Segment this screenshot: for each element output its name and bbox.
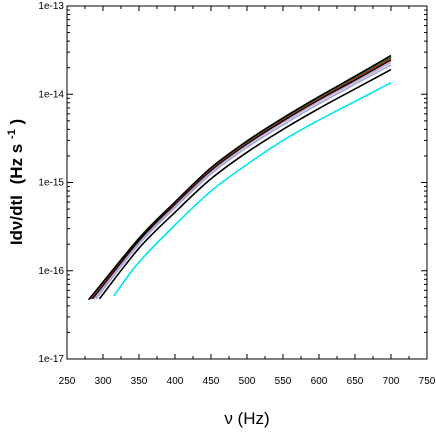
- x-axis-ticks: 250 300 350 400 450 500 550 600 650 700 750: [59, 6, 436, 387]
- x-tick-label: 650: [347, 376, 364, 387]
- y-tick-label: 1e-15: [38, 178, 64, 189]
- x-tick-label: 400: [167, 376, 184, 387]
- y-tick-label: 1e-13: [38, 1, 64, 12]
- series-line-3: [95, 64, 392, 300]
- y-tick-label: 1e-14: [38, 89, 64, 100]
- y-axis-title-superscript: -1: [6, 129, 18, 139]
- x-tick-label: 500: [239, 376, 256, 387]
- x-tick-label: 600: [311, 376, 328, 387]
- x-tick-label: 750: [419, 376, 436, 387]
- series-line-2: [98, 68, 392, 300]
- y-axis-title-close: ): [7, 119, 26, 125]
- y-axis-title-unit: (Hz s: [7, 144, 26, 185]
- y-tick-label: 1e-16: [38, 266, 64, 277]
- y-axis-title: Idν/dtI (Hz s -1 ): [0, 119, 26, 245]
- series-line-4: [92, 61, 392, 300]
- x-tick-label: 300: [95, 376, 112, 387]
- series-line-8: [87, 54, 392, 301]
- x-tick-label: 250: [59, 376, 76, 387]
- y-tick-label: 1e-17: [38, 354, 64, 365]
- x-tick-label: 450: [203, 376, 220, 387]
- y-axis-ticks: 1e-17 1e-16 1e-15 1e-14 1e-13: [38, 1, 427, 365]
- x-tick-label: 700: [383, 376, 400, 387]
- series-line-1: [113, 81, 392, 297]
- x-axis-title: ν (Hz): [224, 409, 269, 428]
- series-line-5: [91, 59, 392, 300]
- y-axis-title-main: Idν/dtI: [7, 195, 26, 245]
- x-tick-label: 350: [131, 376, 148, 387]
- x-tick-label: 550: [275, 376, 292, 387]
- series-layer: [87, 54, 392, 301]
